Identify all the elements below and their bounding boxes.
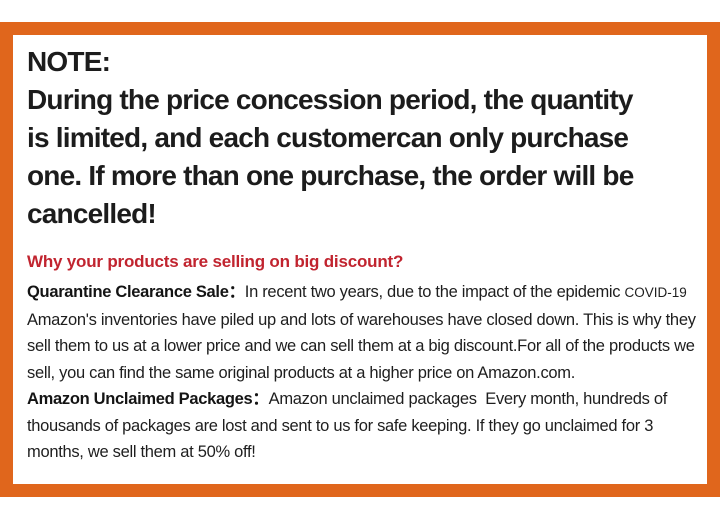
notice-title: NOTE: [27,46,111,77]
notice-line: one. If more than one purchase, the orde… [27,160,634,191]
quarantine-text-after-covid: Amazon's inventories have piled up and l… [27,283,700,382]
unclaimed-text: Amazon unclaimed packages Every month, h… [27,390,672,461]
notice-line: During the price concession period, the … [27,84,633,115]
notice-frame: NOTE: During the price concession period… [0,22,720,497]
notice-line: cancelled! [27,198,157,229]
quarantine-text-before-covid: In recent two years, due to the impact o… [244,283,625,301]
unclaimed-paragraph: Amazon Unclaimed Packages：Amazon unclaim… [27,386,706,466]
notice-line: is limited, and each customercan only pu… [27,122,629,153]
covid-term: COVID-19 [624,285,687,300]
quarantine-lead: Quarantine Clearance Sale： [27,283,245,301]
discount-heading: Why your products are selling on big dis… [27,252,404,271]
quarantine-paragraph: Quarantine Clearance Sale：In recent two … [27,279,706,386]
notice-headline: NOTE: During the price concession period… [13,35,707,233]
unclaimed-lead: Amazon Unclaimed Packages： [27,390,269,408]
discount-body: Quarantine Clearance Sale：In recent two … [27,279,706,466]
